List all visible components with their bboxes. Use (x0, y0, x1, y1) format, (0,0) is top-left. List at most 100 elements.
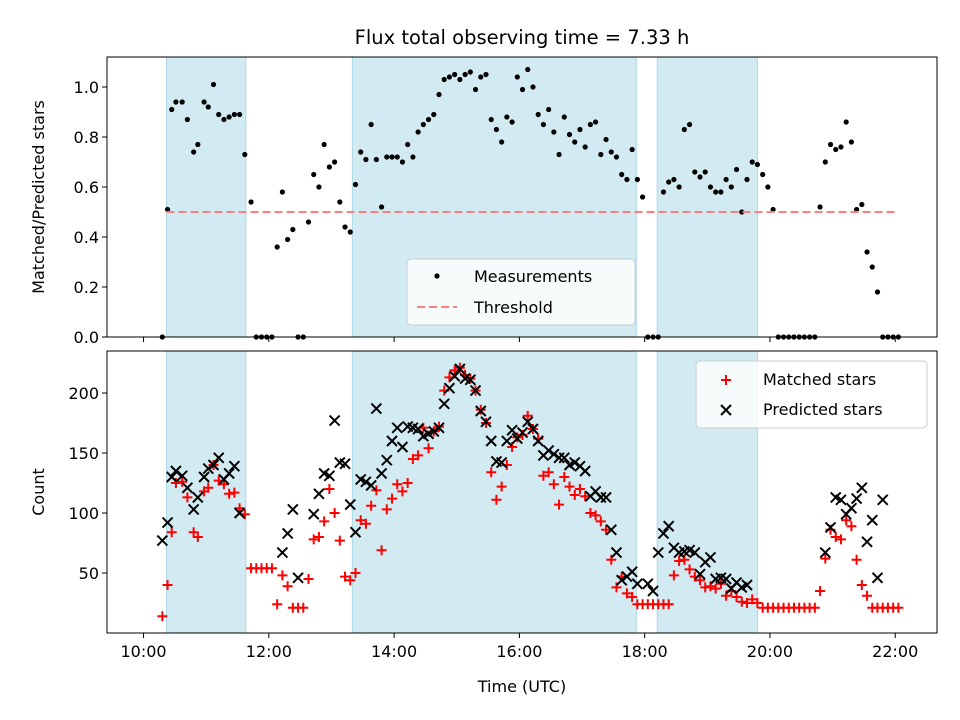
predicted-star-point (480, 416, 492, 428)
predicted-star-point (233, 507, 246, 519)
measurement-point (629, 146, 635, 153)
predicted-star-point (569, 456, 581, 469)
predicted-star-point (694, 568, 706, 580)
predicted-star-point (642, 578, 654, 590)
measurement-point (368, 121, 374, 128)
predicted-star-point (344, 498, 356, 511)
matched-star-point (668, 570, 679, 581)
y-tick-label: 50 (79, 564, 99, 583)
measurement-point (363, 156, 369, 163)
measurement-point (226, 114, 232, 120)
matched-star-point (741, 598, 752, 608)
measurement-point (195, 141, 201, 148)
measurement-point (519, 86, 526, 93)
measurement-point (744, 176, 750, 183)
matched-star-point (893, 602, 904, 613)
predicted-star-point (548, 448, 560, 460)
matched-star-point (308, 534, 319, 545)
measurement-point (184, 116, 190, 123)
y-tick-label: 0.8 (74, 128, 99, 147)
predicted-star-point (579, 465, 591, 477)
matched-star-point (387, 493, 398, 504)
measurement-point (231, 111, 237, 118)
predicted-star-point (835, 494, 847, 506)
measurement-point (452, 71, 458, 78)
y-axis-label: Count (29, 468, 48, 516)
predicted-star-point (313, 488, 325, 500)
matched-star-point (548, 479, 559, 490)
predicted-star-point (375, 467, 388, 480)
legend-predicted-marker (720, 404, 732, 416)
predicted-star-point (276, 546, 289, 559)
legend-matched-marker (721, 375, 731, 385)
measurement-point (347, 229, 353, 235)
measurement-point (326, 164, 332, 170)
measurement-point (504, 114, 510, 120)
matched-star-point (674, 556, 685, 566)
measurement-point (572, 139, 578, 145)
matched-star-point (266, 563, 277, 574)
measurement-point (342, 224, 348, 230)
y-tick-label: 0.2 (74, 278, 99, 297)
x-tick-label: 10:00 (120, 642, 166, 661)
matched-star-point (710, 583, 721, 594)
matched-star-point (277, 570, 288, 581)
predicted-star-point (532, 435, 544, 447)
measurement-point (352, 181, 359, 188)
predicted-star-point (412, 423, 424, 435)
predicted-star-point (850, 492, 863, 505)
matched-star-point (177, 476, 188, 487)
predicted-star-point (428, 425, 440, 438)
measurement-point (686, 121, 693, 128)
predicted-star-point (228, 460, 241, 472)
matched-star-point (170, 478, 181, 488)
predicted-star-point (662, 520, 675, 532)
measurement-point (169, 106, 175, 113)
predicted-star-point (170, 465, 182, 477)
measurement-point (822, 159, 828, 165)
matched-star-point (360, 518, 371, 529)
matched-star-point (809, 602, 820, 613)
measurement-point (733, 166, 740, 173)
matched-star-point (345, 575, 356, 586)
matched-star-point (376, 545, 387, 556)
y-tick-label: 200 (68, 384, 99, 403)
measurement-point (205, 104, 211, 110)
matched-star-point (402, 478, 413, 488)
measurement-point (619, 171, 625, 178)
measurement-point (478, 74, 484, 80)
measurement-point (874, 289, 881, 295)
predicted-star-point (704, 551, 717, 564)
measurement-point (608, 149, 614, 155)
matched-star-point (381, 504, 392, 515)
measurement-point (854, 206, 860, 213)
matched-star-point (621, 588, 632, 599)
measurement-point (405, 141, 411, 148)
measurement-point (593, 119, 599, 125)
matched-star-point (846, 521, 857, 532)
matched-star-point (820, 553, 831, 564)
measurement-point (556, 151, 562, 158)
measurement-point (530, 84, 536, 90)
predicted-star-point (198, 471, 210, 483)
measurement-point (843, 119, 849, 125)
measurement-point (713, 189, 719, 195)
measurement-point (749, 159, 755, 165)
predicted-star-point (495, 456, 508, 469)
matched-star-point (340, 571, 351, 582)
matched-star-point (413, 450, 424, 461)
matched-star-point (564, 481, 575, 492)
matched-star-point (234, 503, 245, 514)
predicted-star-point (323, 470, 336, 482)
predicted-star-point (292, 572, 304, 584)
measurement-point (221, 116, 227, 123)
measurement-point (290, 226, 296, 233)
matched-star-point (272, 599, 283, 610)
predicted-star-point (349, 526, 362, 538)
predicted-star-point (615, 574, 628, 586)
matched-star-point (715, 578, 726, 589)
predicted-star-point (454, 363, 466, 375)
measurement-point (358, 149, 364, 155)
predicted-star-point (161, 516, 174, 529)
predicted-star-point (516, 426, 529, 439)
